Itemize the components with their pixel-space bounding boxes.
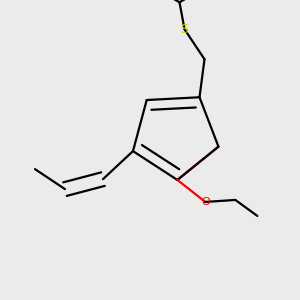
Text: O: O (201, 197, 210, 207)
Text: S: S (181, 23, 188, 36)
